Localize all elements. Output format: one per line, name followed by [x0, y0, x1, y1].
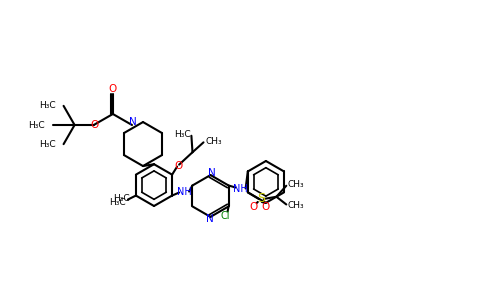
Text: O: O	[174, 161, 182, 171]
Text: CH₃: CH₃	[206, 137, 222, 146]
Text: H₃C: H₃C	[28, 121, 45, 130]
Text: O: O	[91, 120, 99, 130]
Text: S: S	[257, 193, 265, 206]
Text: CH₃: CH₃	[287, 201, 304, 210]
Text: O: O	[109, 84, 117, 94]
Text: H₃C: H₃C	[39, 101, 56, 110]
Text: O: O	[250, 202, 258, 212]
Text: H₃C: H₃C	[174, 130, 190, 139]
Text: N: N	[208, 168, 215, 178]
Text: H₃C: H₃C	[109, 198, 126, 207]
Text: N: N	[206, 214, 213, 224]
Text: H₃C: H₃C	[113, 194, 130, 203]
Text: O: O	[262, 202, 270, 212]
Text: N: N	[129, 117, 137, 127]
Text: Cl: Cl	[221, 212, 230, 221]
Text: CH₃: CH₃	[287, 180, 304, 189]
Text: H₃C: H₃C	[39, 140, 56, 148]
Text: NH: NH	[233, 184, 248, 194]
Text: NH: NH	[177, 187, 192, 196]
